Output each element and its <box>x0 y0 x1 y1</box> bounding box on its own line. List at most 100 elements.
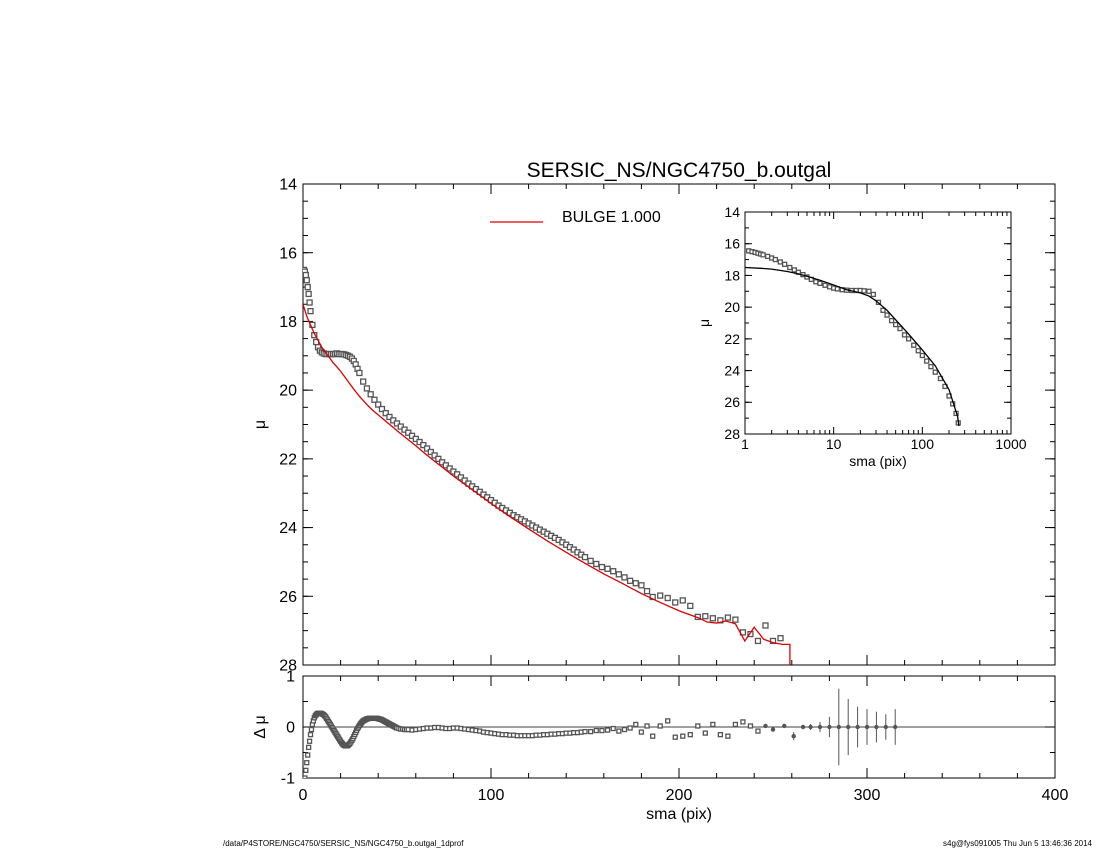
y-tick-label: 26 <box>724 394 740 410</box>
data-point <box>724 614 732 621</box>
plot-area <box>745 248 961 427</box>
residual-point <box>710 721 716 728</box>
residual-point <box>306 738 313 744</box>
y-tick-label: 14 <box>279 177 297 194</box>
residual-point <box>702 730 708 736</box>
error-point <box>827 724 832 730</box>
data-point <box>610 568 617 575</box>
residual-point <box>725 733 731 739</box>
data-point <box>822 282 828 288</box>
residual-point <box>593 727 599 734</box>
residual-point <box>695 723 701 729</box>
data-point <box>932 369 938 375</box>
inset-background <box>745 212 1011 434</box>
residual-point <box>304 760 310 766</box>
data-point <box>598 563 606 571</box>
error-point <box>791 733 796 739</box>
y-tick-label: 24 <box>279 520 297 537</box>
data-point <box>435 455 442 463</box>
x-tick-label: 0 <box>299 787 308 804</box>
data-point <box>427 448 434 456</box>
data-point <box>371 396 378 403</box>
model-line <box>745 266 960 427</box>
residual-point <box>638 729 645 735</box>
residual-point <box>672 734 678 740</box>
data-point <box>826 284 833 290</box>
data-point <box>664 594 671 602</box>
data-point <box>672 599 679 606</box>
error-point <box>874 724 879 730</box>
data-point <box>791 267 797 273</box>
error-point <box>770 727 776 732</box>
residual-point <box>599 727 605 734</box>
error-point <box>817 724 823 730</box>
residual-point <box>582 728 588 735</box>
y-tick-label: 0 <box>286 720 295 737</box>
data-point <box>581 553 589 561</box>
data-point <box>702 613 709 620</box>
data-point <box>431 452 438 459</box>
residual-point <box>303 767 309 773</box>
data-point <box>356 369 363 377</box>
residual-point <box>687 732 693 738</box>
data-point <box>787 264 793 271</box>
error-point <box>782 723 787 729</box>
data-point <box>621 574 628 581</box>
y-tick-label: 28 <box>279 658 297 675</box>
data-point <box>679 597 686 604</box>
x-axis-label: sma (pix) <box>849 453 907 469</box>
data-point <box>363 385 371 392</box>
error-point <box>836 724 841 730</box>
error-point <box>808 724 813 730</box>
residual-point <box>633 721 639 728</box>
data-point <box>911 342 917 348</box>
y-tick-label: 16 <box>279 245 297 262</box>
data-point <box>604 565 611 572</box>
x-tick-label: 1 <box>741 436 749 452</box>
data-point <box>866 288 872 294</box>
error-point <box>800 724 806 730</box>
residual-point <box>610 725 616 732</box>
y-axis-label: μ <box>252 420 269 429</box>
y-tick-label: 20 <box>279 383 297 400</box>
data-point <box>632 580 639 587</box>
data-point <box>892 321 899 328</box>
data-point <box>305 290 312 298</box>
footer-timestamp: s4g@fys091005 Thu Jun 5 13:46:36 2014 <box>943 839 1092 848</box>
footer-file-path: /data/P4STORE/NGC4750/SERSIC_NS/NGC4750_… <box>223 839 464 848</box>
model-line <box>303 304 791 665</box>
residual-point <box>644 723 650 729</box>
data-point <box>764 253 771 260</box>
data-point <box>905 336 912 342</box>
data-point <box>382 410 389 417</box>
data-point <box>378 405 386 413</box>
data-point <box>306 299 313 306</box>
data-point <box>754 637 762 645</box>
data-point <box>901 332 908 338</box>
error-point <box>846 724 851 730</box>
data-point <box>781 261 788 267</box>
residual-point <box>657 723 663 729</box>
chart-title: SERSIC_NS/NGC4750_b.outgal <box>527 159 832 182</box>
x-tick-label: 400 <box>1042 787 1069 804</box>
data-point <box>303 271 309 279</box>
y-axis-label: Δ μ <box>252 715 269 738</box>
legend-label: BULGE 1.000 <box>562 209 661 226</box>
x-tick-label: 100 <box>911 436 935 452</box>
data-point <box>813 279 819 285</box>
residual-point <box>307 732 314 738</box>
y-tick-label: 26 <box>279 589 297 606</box>
data-point <box>915 348 921 354</box>
x-tick-label: 100 <box>478 787 505 804</box>
y-axis-label: μ <box>696 319 712 327</box>
data-point <box>870 291 876 298</box>
residual-point <box>650 733 656 739</box>
error-point <box>855 724 860 730</box>
data-point <box>880 307 886 313</box>
error-point <box>763 723 768 729</box>
data-point <box>367 391 374 398</box>
data-point <box>762 622 769 629</box>
data-point <box>919 352 925 359</box>
